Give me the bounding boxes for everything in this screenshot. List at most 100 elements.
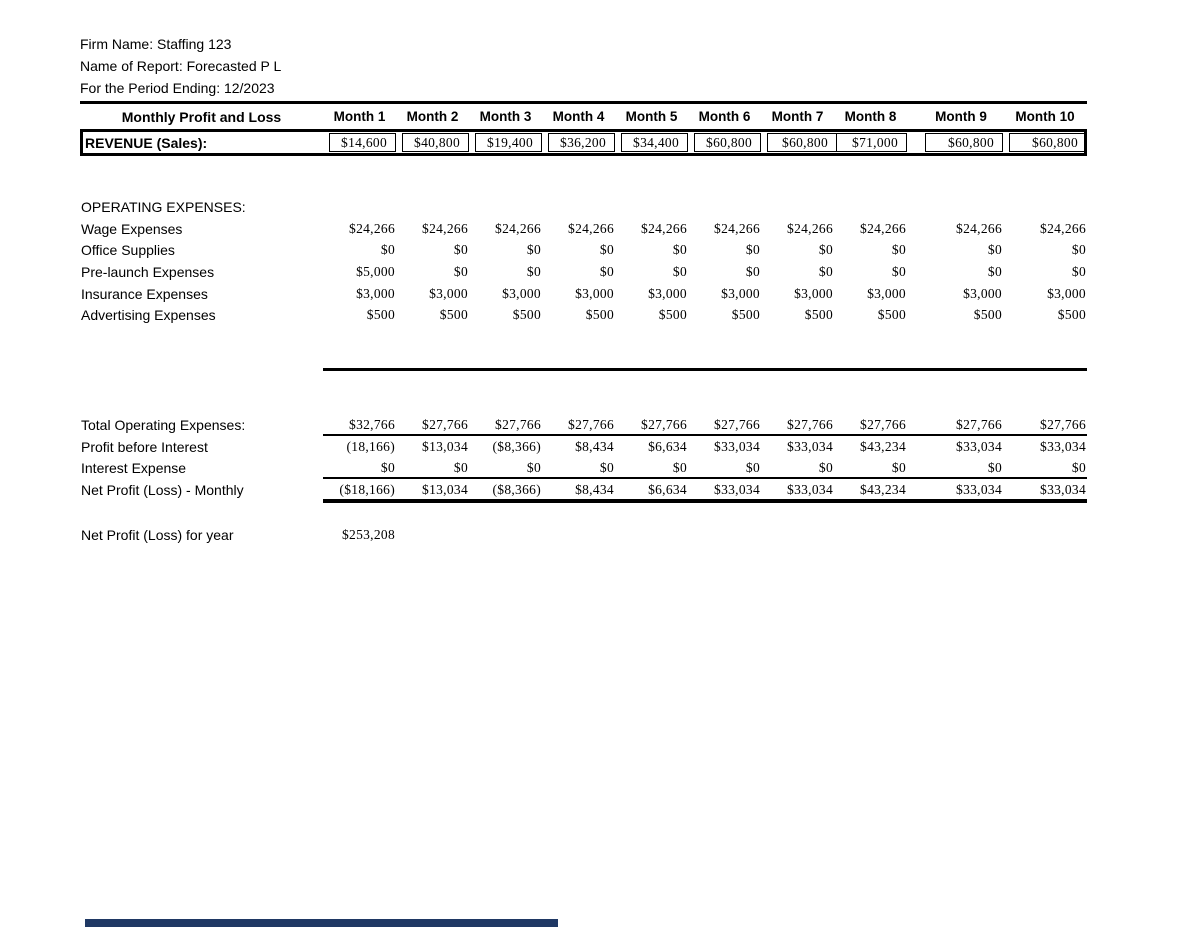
expense-value: $500: [512, 307, 541, 323]
revenue-value: $60,800: [694, 133, 761, 152]
net-profit-value: $43,234: [860, 481, 906, 497]
report-name: Name of Report: Forecasted P L: [80, 58, 282, 74]
expense-value: $500: [804, 307, 833, 323]
net-profit-value: ($18,166): [339, 481, 395, 497]
net-profit-value: $33,034: [787, 481, 833, 497]
expense-value: $0: [1071, 263, 1086, 279]
revenue-value: $14,600: [329, 133, 396, 152]
revenue-value: $36,200: [548, 133, 615, 152]
expense-value: $24,266: [641, 220, 687, 236]
expense-value: $0: [453, 242, 468, 258]
month-header: Month 4: [552, 109, 605, 124]
interest-value: $0: [818, 460, 833, 476]
expense-value: $500: [877, 307, 906, 323]
month-header: Month 8: [844, 109, 897, 124]
net-profit-value: $6,634: [648, 481, 687, 497]
expense-value: $24,266: [349, 220, 395, 236]
total-value: $27,766: [495, 416, 541, 432]
interest-expense-row: Interest Expense $0 $0 $0 $0 $0 $0 $0 $0…: [80, 457, 1087, 479]
expense-value: $0: [453, 263, 468, 279]
month-header: Month 3: [479, 109, 532, 124]
pbi-value: $33,034: [787, 438, 833, 454]
expense-value: $0: [818, 263, 833, 279]
total-value: $27,766: [714, 416, 760, 432]
interest-value: $0: [380, 460, 395, 476]
net-profit-monthly-row: Net Profit (Loss) - Monthly ($18,166) $1…: [80, 479, 1087, 501]
pbi-value: $33,034: [714, 438, 760, 454]
operating-expenses-section: OPERATING EXPENSES: Wage Expenses $24,26…: [80, 196, 1087, 326]
pbi-value: $43,234: [860, 438, 906, 454]
expense-value: $24,266: [860, 220, 906, 236]
expense-value: $24,266: [495, 220, 541, 236]
expense-row: Advertising Expenses $500 $500 $500 $500…: [80, 304, 1087, 326]
pbi-value: (18,166): [346, 438, 395, 454]
interest-value: $0: [526, 460, 541, 476]
month-header: Month 9: [935, 109, 987, 124]
revenue-label: REVENUE (Sales):: [85, 134, 208, 151]
expense-label: Advertising Expenses: [81, 307, 216, 324]
expense-value: $0: [1071, 242, 1086, 258]
pl-table-header: Monthly Profit and Loss Month 1 Month 2 …: [80, 101, 1087, 156]
expense-row: Office Supplies $0 $0 $0 $0 $0 $0 $0 $0 …: [80, 239, 1087, 261]
expense-label: Wage Expenses: [81, 220, 183, 237]
expense-value: $3,000: [502, 285, 541, 301]
report-header: Firm Name: Staffing 123 Name of Report: …: [80, 33, 281, 99]
net-profit-value: $8,434: [575, 481, 614, 497]
expense-value: $500: [973, 307, 1002, 323]
revenue-value: $60,800: [767, 133, 837, 152]
total-value: $27,766: [641, 416, 687, 432]
expense-value: $3,000: [794, 285, 833, 301]
month-header: Month 6: [698, 109, 751, 124]
net-profit-value: $33,034: [1040, 481, 1086, 497]
total-underline-rule: [323, 433, 1087, 436]
pbi-value: $13,034: [422, 438, 468, 454]
revenue-value: $60,800: [1009, 133, 1087, 152]
expense-value: $0: [599, 263, 614, 279]
total-value: $27,766: [1040, 416, 1086, 432]
totals-section: Total Operating Expenses: $32,766 $27,76…: [80, 414, 1087, 501]
expense-value: $0: [745, 242, 760, 258]
expense-value: $500: [439, 307, 468, 323]
month-header: Month 10: [1015, 109, 1075, 124]
expense-value: $500: [731, 307, 760, 323]
expense-value: $3,000: [429, 285, 468, 301]
month-header: Month 7: [771, 109, 824, 124]
expense-value: $3,000: [1047, 285, 1086, 301]
expense-value: $5,000: [356, 263, 395, 279]
revenue-value: $60,800: [925, 133, 1003, 152]
expense-value: $0: [987, 263, 1002, 279]
expense-value: $24,266: [422, 220, 468, 236]
firm-name: Firm Name: Staffing 123: [80, 36, 232, 52]
year-summary-value: $253,208: [341, 527, 395, 542]
expense-value: $0: [745, 263, 760, 279]
expense-value: $500: [1057, 307, 1086, 323]
expense-value: $24,266: [568, 220, 614, 236]
total-value: $27,766: [787, 416, 833, 432]
expense-value: $0: [526, 263, 541, 279]
expense-value: $3,000: [963, 285, 1002, 301]
bottom-cutoff-bar: [85, 919, 558, 927]
expense-label: Insurance Expenses: [81, 285, 208, 302]
profit-before-interest-label: Profit before Interest: [81, 438, 208, 455]
expense-value: $3,000: [356, 285, 395, 301]
revenue-row: REVENUE (Sales): $14,600 $40,800 $19,400…: [80, 129, 1087, 156]
profit-before-interest-row: Profit before Interest (18,166) $13,034 …: [80, 436, 1087, 458]
pbi-value: $33,034: [1040, 438, 1086, 454]
expense-value: $0: [891, 242, 906, 258]
total-value: $27,766: [568, 416, 614, 432]
expense-value: $0: [818, 242, 833, 258]
interest-value: $0: [745, 460, 760, 476]
table-title: Monthly Profit and Loss: [121, 108, 282, 125]
pbi-value: ($8,366): [492, 438, 541, 454]
opex-heading: OPERATING EXPENSES:: [81, 198, 246, 215]
opex-heading-row: OPERATING EXPENSES:: [80, 196, 1087, 218]
interest-value: $0: [672, 460, 687, 476]
period-ending: For the Period Ending: 12/2023: [80, 80, 275, 96]
expense-row: Wage Expenses $24,266 $24,266 $24,266 $2…: [80, 218, 1087, 240]
revenue-value: $34,400: [621, 133, 688, 152]
revenue-value: $71,000: [837, 133, 907, 152]
revenue-value: $19,400: [475, 133, 542, 152]
interest-expense-label: Interest Expense: [81, 460, 187, 477]
pbi-value: $6,634: [648, 438, 687, 454]
expense-value: $3,000: [721, 285, 760, 301]
